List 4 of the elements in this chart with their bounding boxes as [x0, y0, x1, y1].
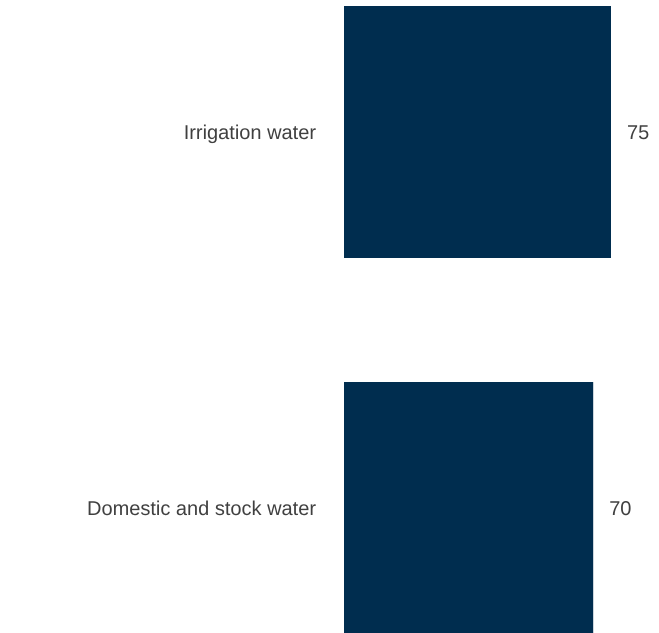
data-label: 75 — [627, 122, 650, 144]
y-tick-label: Irrigation water — [184, 122, 316, 144]
data-label: 70 — [609, 498, 632, 520]
y-tick-label: Domestic and stock water — [87, 498, 316, 520]
